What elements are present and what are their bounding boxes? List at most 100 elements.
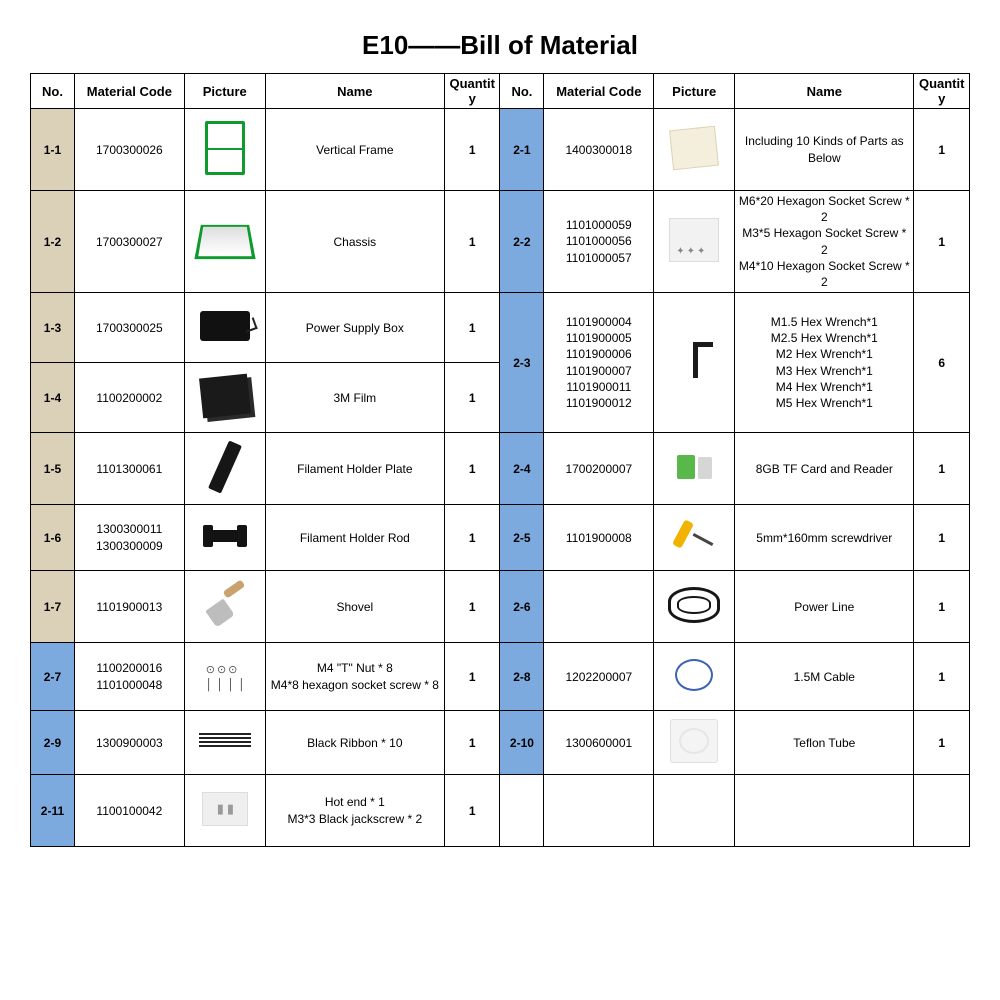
cell-code: 1100200002 [74,363,184,433]
cell-code [544,571,654,643]
cell-qty: 1 [444,711,500,775]
col-qty: Quantity [914,74,970,109]
cell-qty: 1 [444,505,500,571]
cell-picture [654,571,735,643]
ribbon-icon [199,731,251,751]
col-picture: Picture [184,74,265,109]
shovel-icon [203,583,247,627]
tube-icon [670,719,718,763]
cell-picture [184,505,265,571]
table-row: 1-7 1101900013 Shovel 1 2-6 Power Line 1 [31,571,970,643]
col-name: Name [265,74,444,109]
page-title: E10——Bill of Material [30,30,970,61]
cell-code: 1300600001 [544,711,654,775]
cell-qty: 6 [914,293,970,433]
nuts-icon [200,655,250,695]
cell-no: 2-9 [31,711,75,775]
col-code: Material Code [74,74,184,109]
col-code: Material Code [544,74,654,109]
cell-no: 2-3 [500,293,544,433]
hex-wrench-icon [673,340,715,382]
cell-picture [184,643,265,711]
usb-cable-icon [669,655,719,695]
cell-code: 11002000161101000048 [74,643,184,711]
cell-no: 2-7 [31,643,75,711]
cell-picture [184,191,265,293]
cell-picture [654,109,735,191]
cell-qty: 1 [444,571,500,643]
cell-picture [184,775,265,847]
cell-code: 1101900008 [544,505,654,571]
cell-qty: 1 [914,505,970,571]
cell-code: 1100100042 [74,775,184,847]
cell-empty [735,775,914,847]
psu-icon [200,311,250,341]
cell-name: Chassis [265,191,444,293]
cell-picture [654,643,735,711]
reader-icon [698,457,712,479]
hotend-icon [202,792,248,826]
cell-no: 2-4 [500,433,544,505]
cell-code: 13003000111300300009 [74,505,184,571]
cell-qty: 1 [444,109,500,191]
cell-code: 1101300061 [74,433,184,505]
cell-name: M6*20 Hexagon Socket Screw * 2M3*5 Hexag… [735,191,914,293]
cell-no: 2-2 [500,191,544,293]
cell-qty: 1 [914,191,970,293]
cell-qty: 1 [444,293,500,363]
screws-icon [669,218,719,262]
table-row: 1-2 1700300027 Chassis 1 2-2 11010000591… [31,191,970,293]
cell-qty: 1 [444,775,500,847]
rod-icon [205,530,245,542]
cell-code: 1101900004110190000511019000061101900007… [544,293,654,433]
cell-qty: 1 [914,433,970,505]
cell-name: M1.5 Hex Wrench*1M2.5 Hex Wrench*1M2 Hex… [735,293,914,433]
cell-qty: 1 [914,571,970,643]
cell-code: 1101900013 [74,571,184,643]
cell-name: Filament Holder Rod [265,505,444,571]
cell-name: Hot end * 1M3*3 Black jackscrew * 2 [265,775,444,847]
cell-no: 2-11 [31,775,75,847]
col-name: Name [735,74,914,109]
table-row: 1-6 13003000111300300009 Filament Holder… [31,505,970,571]
table-row: 1-5 1101300061 Filament Holder Plate 1 2… [31,433,970,505]
cell-name: 3M Film [265,363,444,433]
cell-picture [654,433,735,505]
header-row: No. Material Code Picture Name Quantity … [31,74,970,109]
cell-name: 5mm*160mm screwdriver [735,505,914,571]
cell-no: 2-8 [500,643,544,711]
cell-code: 1202200007 [544,643,654,711]
cell-qty: 1 [914,711,970,775]
cell-picture [654,191,735,293]
cell-picture [654,505,735,571]
cell-name: 1.5M Cable [735,643,914,711]
cell-name: Vertical Frame [265,109,444,191]
cell-code: 1400300018 [544,109,654,191]
cell-picture [654,293,735,433]
cell-code: 1700300027 [74,191,184,293]
screwdriver-icon [670,516,718,556]
bom-page: E10——Bill of Material No. Material Code … [0,0,1000,867]
col-picture: Picture [654,74,735,109]
cell-name: Teflon Tube [735,711,914,775]
cell-empty [500,775,544,847]
cell-name: M4 "T" Nut * 8M4*8 hexagon socket screw … [265,643,444,711]
cell-empty [654,775,735,847]
cell-code: 110100005911010000561101000057 [544,191,654,293]
chassis-icon [194,225,255,259]
table-row: 2-11 1100100042 Hot end * 1M3*3 Black ja… [31,775,970,847]
cell-code: 1700300025 [74,293,184,363]
cell-qty: 1 [444,433,500,505]
cell-name: Including 10 Kinds of Parts as Below [735,109,914,191]
table-row: 1-3 1700300025 Power Supply Box 1 2-3 11… [31,293,970,363]
bag-icon [669,126,719,171]
cell-name: Black Ribbon * 10 [265,711,444,775]
cell-qty: 1 [444,191,500,293]
col-no: No. [31,74,75,109]
cell-name: Power Line [735,571,914,643]
cell-no: 1-2 [31,191,75,293]
table-row: 2-7 11002000161101000048 M4 "T" Nut * 8M… [31,643,970,711]
cell-no: 1-7 [31,571,75,643]
cell-no: 2-1 [500,109,544,191]
cell-picture [184,433,265,505]
